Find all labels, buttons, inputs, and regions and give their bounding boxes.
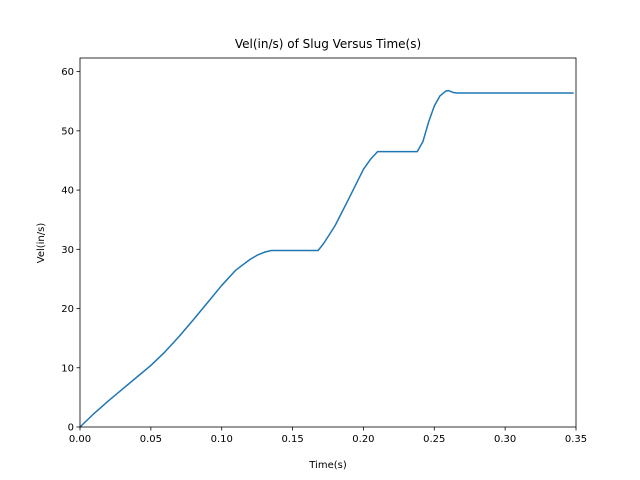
x-tick-label: 0.35 [565,434,587,445]
x-tick-label: 0.00 [69,434,91,445]
velocity-series-line [79,89,574,428]
x-tick-label: 0.25 [423,434,445,445]
y-axis-label: Vel(in/s) [36,223,47,264]
y-tick-label: 10 [61,363,74,374]
y-tick-label: 60 [61,67,74,78]
y-tick-label: 40 [61,186,74,197]
x-axis-label: Time(s) [308,460,347,471]
chart-title: Vel(in/s) of Slug Versus Time(s) [235,37,421,51]
y-tick-label: 30 [61,245,74,256]
plot-frame [79,57,577,428]
y-tick-label: 0 [68,423,74,434]
plot-area [79,89,574,428]
x-tick-label: 0.20 [352,434,374,445]
x-tick-label: 0.15 [281,434,303,445]
y-tick-label: 50 [61,126,74,137]
x-axis: 0.00 0.05 0.10 0.15 0.20 0.25 0.30 0.35 [69,427,587,445]
x-tick-label: 0.10 [211,434,233,445]
x-tick-label: 0.05 [140,434,162,445]
y-axis: 0 10 20 30 40 50 60 [61,67,80,434]
y-tick-label: 20 [61,304,74,315]
x-tick-label: 0.30 [494,434,516,445]
